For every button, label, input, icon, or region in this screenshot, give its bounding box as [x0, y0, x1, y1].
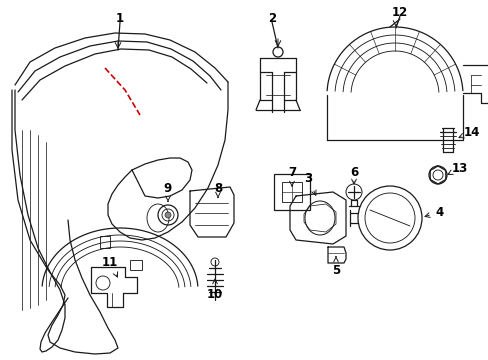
Bar	[100, 236, 110, 248]
Circle shape	[164, 212, 171, 218]
Circle shape	[272, 47, 283, 57]
Text: 2: 2	[267, 12, 276, 24]
Text: 14: 14	[458, 126, 479, 139]
Text: 6: 6	[349, 166, 357, 184]
Bar	[130, 260, 142, 270]
Bar	[282, 182, 302, 202]
Text: 9: 9	[163, 181, 172, 202]
Text: 8: 8	[213, 181, 222, 197]
Text: 4: 4	[424, 206, 443, 219]
Text: 5: 5	[331, 257, 340, 276]
Text: 11: 11	[102, 256, 118, 277]
Text: 3: 3	[304, 171, 315, 195]
Text: 10: 10	[206, 279, 223, 302]
Text: 13: 13	[447, 162, 467, 175]
Bar	[273, 174, 309, 210]
Text: 7: 7	[287, 166, 295, 186]
Text: 12: 12	[391, 5, 407, 18]
Text: 1: 1	[116, 12, 124, 24]
